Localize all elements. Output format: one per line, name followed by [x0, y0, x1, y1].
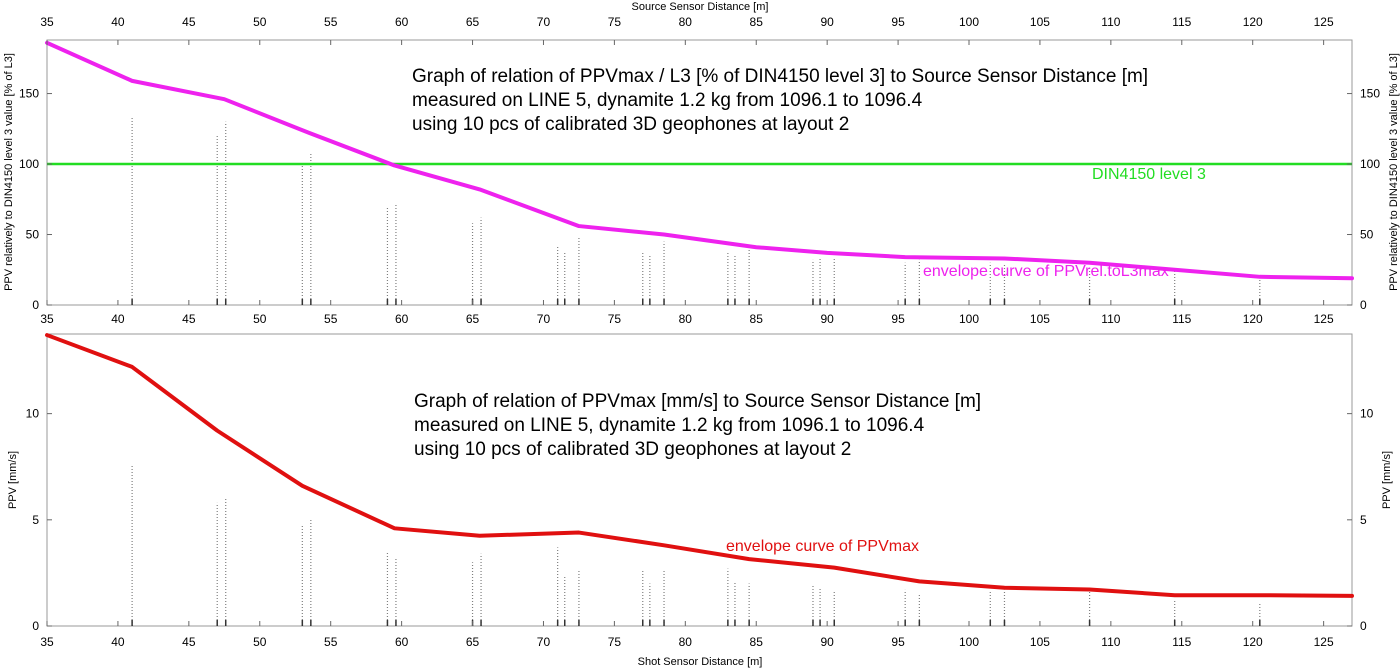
top-x-tick-label: 45 — [182, 15, 196, 29]
reference-line-label: DIN4150 level 3 — [1092, 166, 1206, 183]
right-y-tick-label: 5 — [1360, 513, 1367, 527]
top-x-tick-label: 65 — [466, 15, 480, 29]
top-x-tick-label: 55 — [324, 15, 338, 29]
x-tick-label: 95 — [891, 312, 905, 326]
top-x-tick-label: 100 — [959, 15, 979, 29]
upper-series-label: envelope curve of PPVrel.toL3max — [923, 263, 1169, 280]
lower-annotation-line-1: Graph of relation of PPVmax [mm/s] to So… — [414, 391, 981, 412]
top-x-tick-label: 80 — [679, 15, 693, 29]
lower-left-y-axis-label: PPV [mm/s] — [7, 451, 19, 509]
left-y-tick-label: 10 — [26, 407, 40, 421]
envelope-series-line — [45, 333, 1354, 598]
envelope-series-line — [45, 40, 1354, 281]
right-y-tick-label: 100 — [1360, 157, 1380, 171]
x-tick-label: 50 — [253, 312, 267, 326]
upper-right-y-axis-label: PPV relatively to DIN4150 level 3 value … — [1388, 53, 1400, 291]
x-tick-label: 125 — [1314, 312, 1334, 326]
lower-annotation-line-2: measured on LINE 5, dynamite 1.2 kg from… — [414, 415, 925, 436]
left-y-tick-label: 0 — [32, 619, 39, 633]
x-tick-label: 70 — [537, 312, 551, 326]
x-tick-label: 70 — [537, 635, 551, 649]
lower-series-label: envelope curve of PPVmax — [726, 538, 919, 555]
x-tick-label: 85 — [750, 635, 764, 649]
top-x-tick-label: 110 — [1101, 15, 1120, 29]
x-tick-label: 110 — [1101, 635, 1120, 649]
right-y-tick-label: 50 — [1360, 228, 1374, 242]
top-x-tick-label: 40 — [111, 15, 125, 29]
x-tick-label: 65 — [466, 312, 480, 326]
x-tick-label: 110 — [1101, 312, 1120, 326]
left-y-tick-label: 5 — [32, 513, 39, 527]
right-y-tick-label: 10 — [1360, 407, 1374, 421]
upper-plot-frame — [46, 39, 1353, 306]
x-tick-label: 100 — [959, 635, 979, 649]
x-tick-label: 115 — [1172, 312, 1191, 326]
top-x-tick-label: 50 — [253, 15, 267, 29]
x-tick-label: 105 — [1030, 312, 1050, 326]
top-x-tick-label: 85 — [750, 15, 764, 29]
upper-annotation-line-1: Graph of relation of PPVmax / L3 [% of D… — [412, 66, 1148, 87]
x-tick-label: 60 — [395, 635, 409, 649]
top-x-tick-label: 35 — [40, 15, 54, 29]
lower-annotation-line-3: using 10 pcs of calibrated 3D geophones … — [414, 439, 851, 460]
bottom-axis-label: Shot Sensor Distance [m] — [638, 656, 763, 668]
x-tick-label: 55 — [324, 635, 338, 649]
x-tick-label: 55 — [324, 312, 338, 326]
x-tick-label: 120 — [1243, 635, 1263, 649]
top-x-tick-label: 95 — [891, 15, 905, 29]
upper-left-y-axis-label: PPV relatively to DIN4150 level 3 value … — [3, 53, 15, 291]
x-tick-label: 90 — [820, 312, 834, 326]
x-tick-label: 60 — [395, 312, 409, 326]
x-tick-label: 115 — [1172, 635, 1191, 649]
x-tick-label: 75 — [608, 635, 622, 649]
upper-chart-panel: Source Sensor Distance [m] PPV relativel… — [3, 1, 1400, 326]
x-tick-label: 65 — [466, 635, 480, 649]
right-y-tick-label: 0 — [1360, 619, 1367, 633]
x-tick-label: 125 — [1314, 635, 1334, 649]
left-y-tick-label: 0 — [32, 298, 39, 312]
x-tick-label: 50 — [253, 635, 267, 649]
lower-chart-panel: Shot Sensor Distance [m] PPV [mm/s] PPV … — [7, 333, 1393, 668]
top-x-tick-label: 115 — [1172, 15, 1191, 29]
x-tick-label: 105 — [1030, 635, 1050, 649]
left-y-tick-label: 100 — [19, 157, 39, 171]
x-tick-label: 80 — [679, 312, 693, 326]
x-tick-label: 85 — [750, 312, 764, 326]
top-x-tick-label: 70 — [537, 15, 551, 29]
x-tick-label: 75 — [608, 312, 622, 326]
x-tick-label: 90 — [820, 635, 834, 649]
upper-annotation-line-3: using 10 pcs of calibrated 3D geophones … — [412, 114, 849, 135]
lower-right-y-axis-label: PPV [mm/s] — [1381, 451, 1393, 509]
x-tick-label: 120 — [1243, 312, 1263, 326]
lower-plot-frame — [46, 333, 1353, 627]
x-tick-label: 45 — [182, 312, 196, 326]
x-tick-label: 35 — [40, 312, 54, 326]
x-tick-label: 40 — [111, 635, 125, 649]
top-x-tick-label: 120 — [1243, 15, 1263, 29]
x-tick-label: 35 — [40, 635, 54, 649]
x-tick-label: 45 — [182, 635, 196, 649]
left-y-tick-label: 50 — [26, 228, 40, 242]
x-tick-label: 95 — [891, 635, 905, 649]
x-tick-label: 40 — [111, 312, 125, 326]
upper-annotation-line-2: measured on LINE 5, dynamite 1.2 kg from… — [412, 90, 923, 111]
right-y-tick-label: 150 — [1360, 87, 1380, 101]
top-x-tick-label: 90 — [820, 15, 834, 29]
x-tick-label: 100 — [959, 312, 979, 326]
top-x-tick-label: 60 — [395, 15, 409, 29]
top-x-tick-label: 105 — [1030, 15, 1050, 29]
x-tick-label: 80 — [679, 635, 693, 649]
right-y-tick-label: 0 — [1360, 298, 1367, 312]
top-x-tick-label: 125 — [1314, 15, 1334, 29]
top-x-tick-label: 75 — [608, 15, 622, 29]
left-y-tick-label: 150 — [19, 87, 39, 101]
top-axis-label: Source Sensor Distance [m] — [632, 1, 769, 13]
